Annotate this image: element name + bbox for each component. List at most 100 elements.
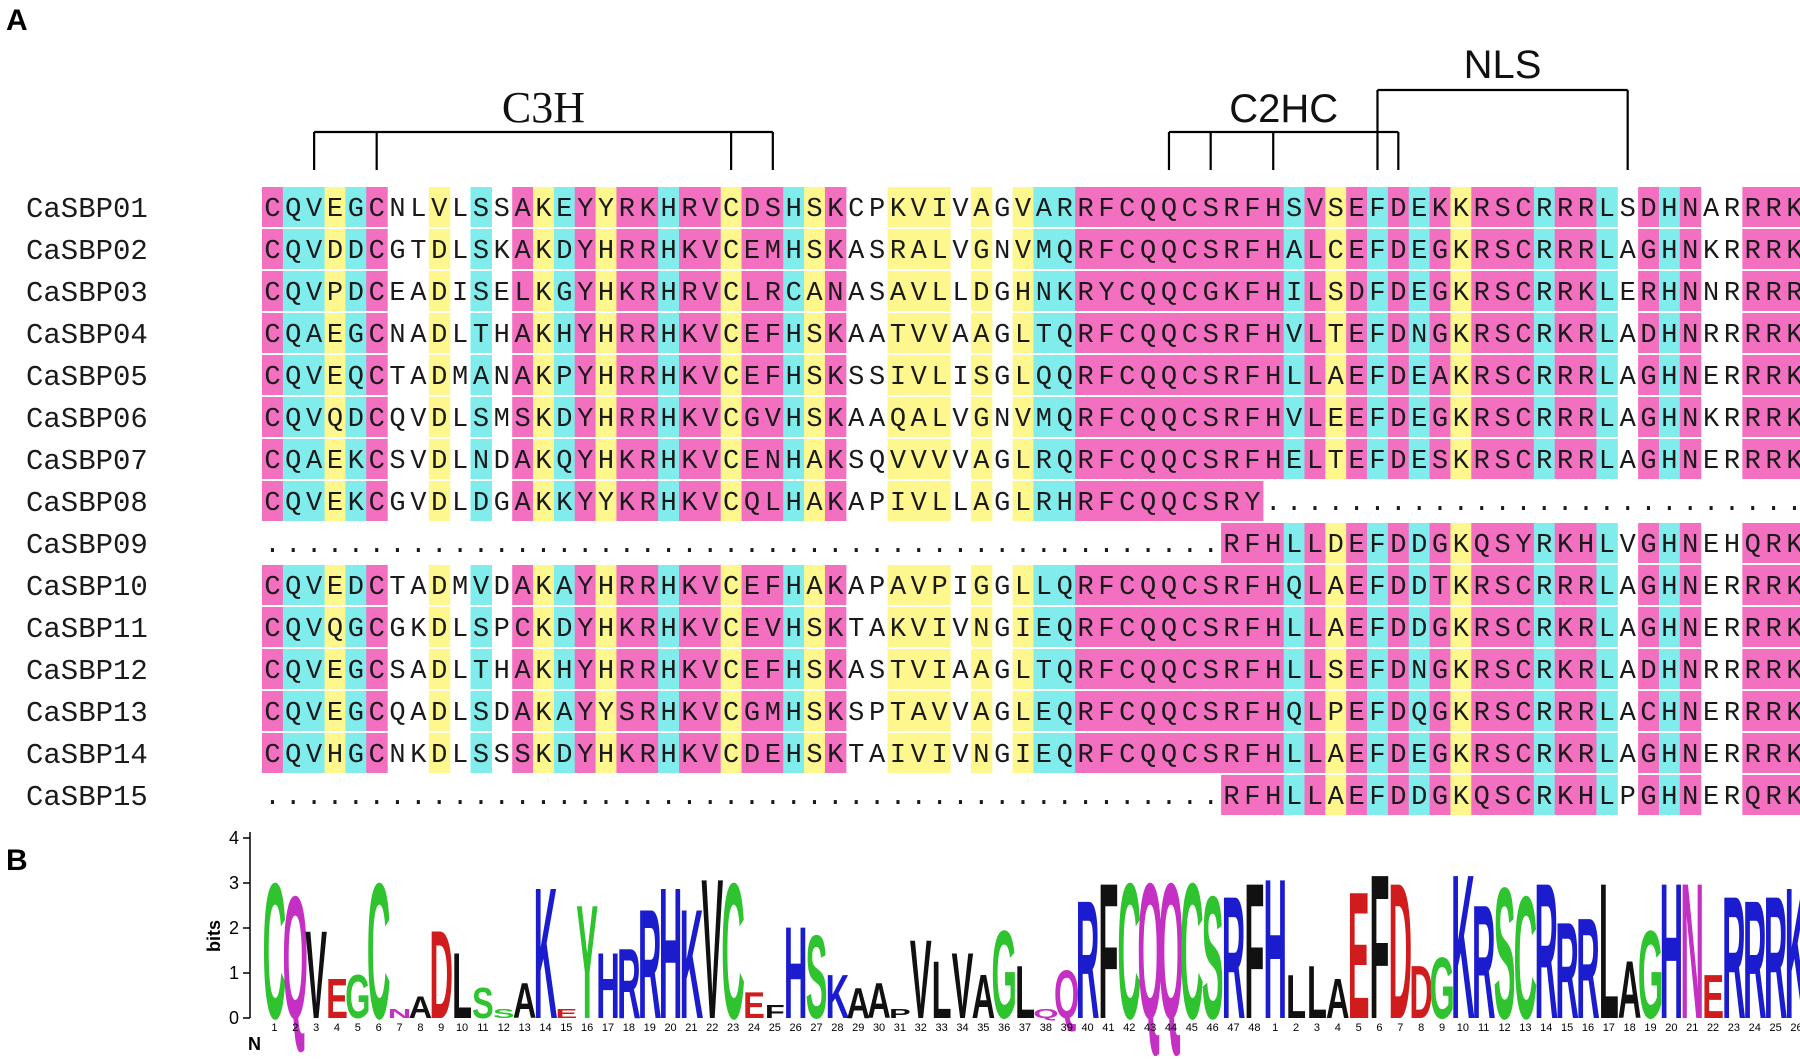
sequence-name: CaSBP13 [26, 697, 148, 730]
residue: . [285, 783, 301, 813]
residue: Q [285, 321, 301, 351]
residue-shading [1179, 187, 1201, 227]
residue-shading [658, 229, 680, 269]
residue: Q [285, 615, 301, 645]
residue: R [1766, 237, 1782, 267]
residue: L [1015, 489, 1031, 519]
residue-shading [1575, 271, 1597, 311]
residue: K [1786, 405, 1800, 435]
residue: H [786, 615, 802, 645]
residue: Q [1140, 321, 1156, 351]
residue-shading [762, 355, 784, 395]
residue-shading [574, 313, 597, 353]
residue: C [264, 741, 280, 771]
residue-shading [783, 355, 805, 395]
residue: G [973, 573, 989, 603]
residue-shading [366, 481, 388, 521]
residue: R [1745, 279, 1761, 309]
residue-shading [1075, 229, 1097, 269]
residue: S [869, 657, 885, 687]
residue: R [640, 657, 656, 687]
residue: V [911, 615, 928, 645]
residue-shading [303, 313, 326, 353]
residue: N [1682, 741, 1698, 771]
residue-shading [1346, 271, 1368, 311]
residue-shading [1387, 523, 1410, 563]
residue: . [1098, 531, 1114, 561]
residue: . [952, 531, 968, 561]
residue-shading [1075, 271, 1097, 311]
residue: C [1182, 237, 1198, 267]
residue: Q [285, 363, 301, 393]
residue: K [1703, 405, 1720, 435]
residue-shading [824, 229, 847, 269]
residue: T [1328, 321, 1344, 351]
residue: R [1077, 741, 1093, 771]
residue: E [1411, 195, 1427, 225]
residue: K [1786, 615, 1800, 645]
residue: S [806, 237, 822, 267]
residue: E [327, 363, 343, 393]
residue: R [1077, 657, 1093, 687]
residue: H [1661, 741, 1677, 771]
alignment-row: CaSBP11 C Q V Q G C G K D L S P C K D Y H K R H K V C E V H S K T A K V I… [26, 607, 1800, 647]
residue: A [515, 573, 532, 603]
residue-shading [324, 313, 346, 353]
residue: Q [1161, 195, 1177, 225]
residue: H [598, 405, 614, 435]
residue-shading [1533, 313, 1556, 353]
residue: G [1432, 615, 1448, 645]
residue: T [389, 363, 405, 393]
residue: R [1724, 237, 1740, 267]
residue-shading [908, 187, 930, 227]
residue: S [389, 657, 405, 687]
residue: Q [327, 615, 343, 645]
residue-shading [1658, 439, 1681, 479]
residue: Q [1057, 321, 1073, 351]
residue: D [431, 699, 447, 729]
residue: R [1036, 447, 1052, 477]
residue: L [1015, 363, 1031, 393]
residue: E [1411, 447, 1427, 477]
residue-shading [1450, 355, 1472, 395]
residue: V [932, 699, 949, 729]
residue: K [619, 279, 636, 309]
residue: R [1536, 531, 1552, 561]
residue: K [1453, 321, 1470, 351]
residue: C [369, 489, 385, 519]
residue-shading [1742, 355, 1764, 395]
residue: L [1307, 783, 1323, 813]
residue-shading [282, 271, 305, 311]
residue: D [327, 237, 343, 267]
residue: R [1474, 741, 1490, 771]
residue-shading [1137, 187, 1160, 227]
residue: F [1369, 405, 1385, 435]
residue: R [1536, 447, 1552, 477]
y-tick-label: 1 [229, 963, 239, 983]
residue-shading [1054, 397, 1076, 437]
residue: N [827, 279, 843, 309]
residue-shading [324, 187, 346, 227]
residue-shading [262, 355, 284, 395]
residue: G [744, 405, 760, 435]
residue: L [952, 489, 968, 519]
residue: L [932, 405, 948, 435]
residue: N [1411, 657, 1427, 687]
position-label: 23 [727, 1022, 739, 1034]
residue-shading [1241, 439, 1264, 479]
residue: S [1494, 699, 1510, 729]
residue: . [1453, 489, 1469, 519]
residue: . [765, 783, 781, 813]
residue: Y [577, 573, 593, 603]
residue-shading [1575, 523, 1597, 563]
residue: N [1682, 531, 1698, 561]
residue: G [994, 363, 1010, 393]
residue: H [1265, 741, 1281, 771]
residue: . [1057, 531, 1073, 561]
residue-shading [282, 481, 305, 521]
residue: R [1077, 279, 1093, 309]
residue-shading [512, 187, 534, 227]
residue: R [1474, 237, 1490, 267]
residue: K [1786, 321, 1800, 351]
residue-shading [1283, 355, 1306, 395]
